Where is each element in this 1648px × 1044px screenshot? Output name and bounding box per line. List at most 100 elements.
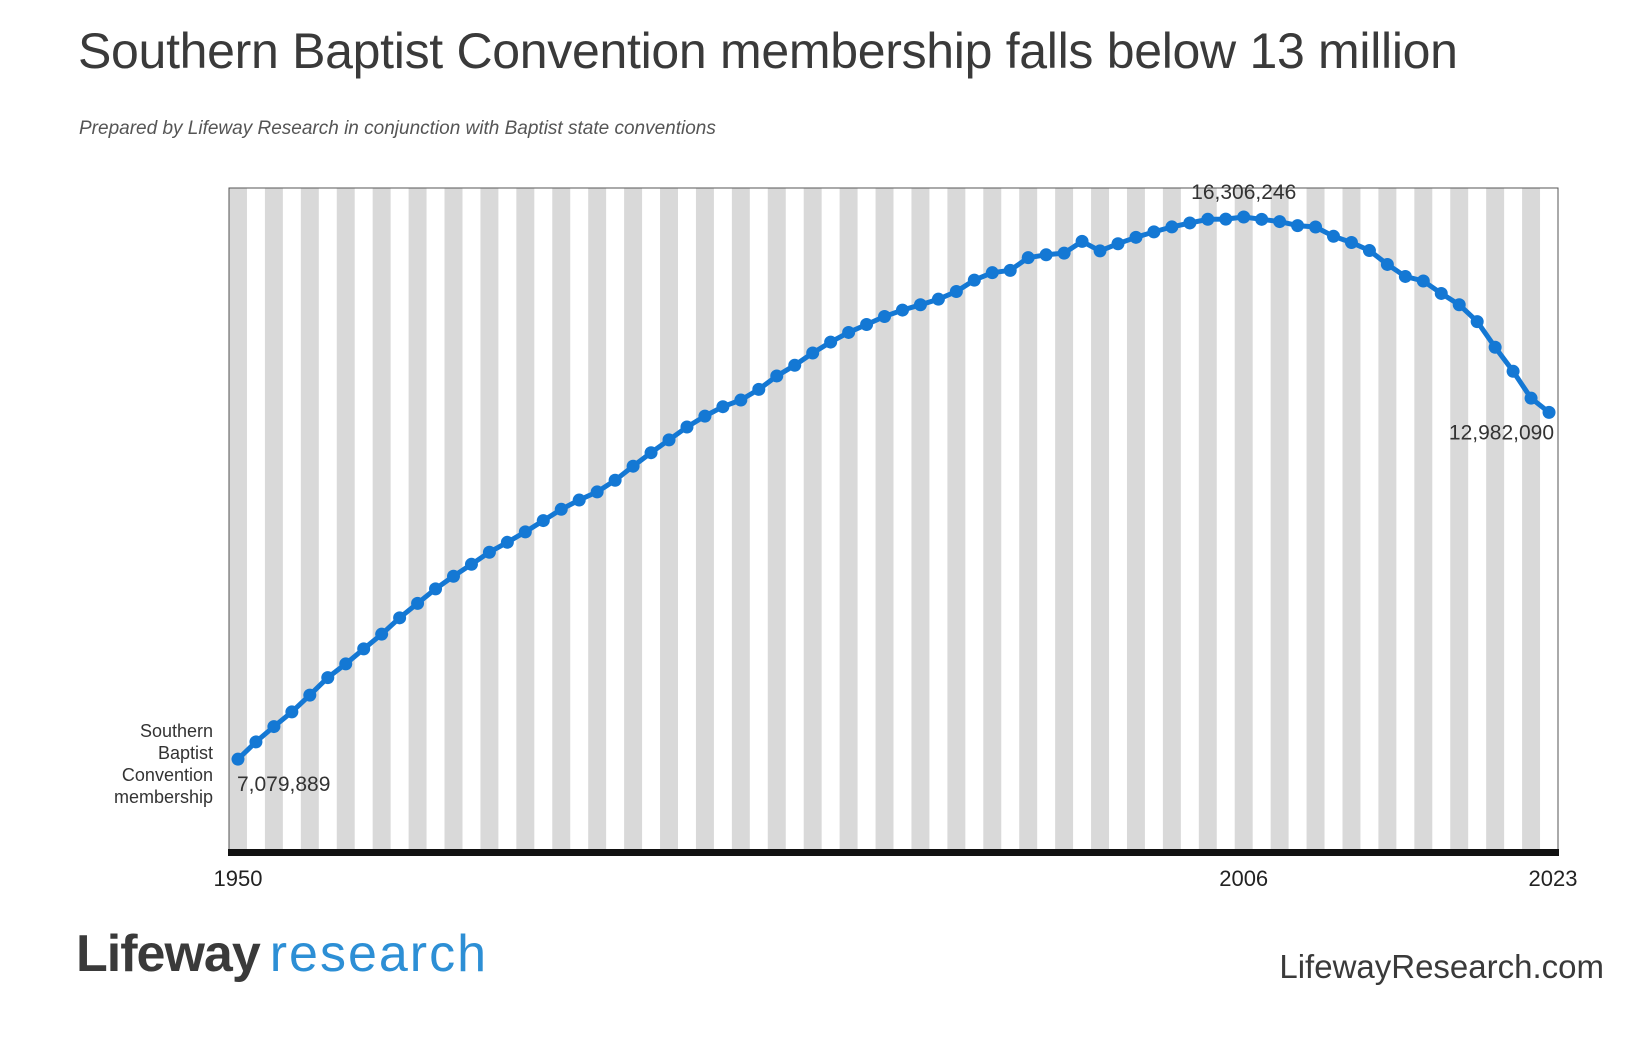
logo-word-lifeway: Lifeway [76,925,261,983]
grid-stripe [1270,188,1289,852]
data-point [644,446,658,460]
data-point [1021,251,1035,265]
data-point [626,459,640,473]
series-label-line: Southern [140,721,213,741]
data-point [572,493,586,507]
data-point [842,325,856,339]
data-point [770,369,784,383]
data-point [1129,230,1143,244]
data-point [752,382,766,396]
data-point [321,671,335,685]
lifeway-research-logo: Lifeway research [76,928,488,980]
data-point [1255,212,1269,226]
data-point [716,400,730,414]
data-point [285,705,299,719]
x-tick-label: 2023 [1529,866,1578,891]
data-point [1111,237,1125,251]
data-point [482,545,496,559]
data-point [1434,286,1448,300]
grid-stripe [300,188,319,852]
grid-stripe [480,188,499,852]
grid-stripe [767,188,786,852]
data-point [1201,212,1215,226]
grid-stripe [588,188,607,852]
data-point [1452,298,1466,312]
data-point [1273,215,1287,229]
logo-word-research: research [269,925,489,983]
data-point [788,358,802,372]
grid-stripe [1234,188,1253,852]
grid-stripe [624,188,643,852]
grid-stripe [839,188,858,852]
data-point [1291,219,1305,233]
grid-stripe [516,188,535,852]
grid-stripe [552,188,571,852]
data-point [860,317,874,331]
grid-stripe [660,188,678,852]
grid-stripe [875,188,894,852]
data-label: 16,306,246 [1191,181,1296,204]
data-point [806,346,820,360]
grid-stripe [1450,188,1469,852]
data-point [500,535,514,549]
data-point [1183,216,1197,230]
x-tick-label: 1950 [214,866,263,891]
data-point [949,285,963,299]
grid-stripe [947,188,966,852]
data-point [1542,405,1556,419]
website-link[interactable]: LifewayResearch.com [1279,948,1604,985]
data-point [1416,274,1430,288]
data-point [231,752,245,766]
grid-stripe [1306,188,1325,852]
grid-stripe [1055,188,1074,852]
grid-stripe [444,188,463,852]
chart-subtitle: Prepared by Lifeway Research in conjunct… [79,118,716,139]
data-point [249,735,263,749]
data-point [1327,229,1341,243]
grid-stripe [408,188,427,852]
grid-stripe [336,188,355,852]
data-point [878,309,892,323]
grid-stripe [229,188,247,852]
data-point [375,627,389,641]
grid-stripe [1126,188,1145,852]
data-point [1470,315,1484,329]
series-label-line: Baptist [158,743,213,763]
grid-stripe [1198,188,1217,852]
data-point [1506,364,1520,378]
data-point [1524,391,1538,405]
data-point [1039,248,1053,262]
data-point [680,420,694,434]
data-point [1344,236,1358,250]
data-point [1093,244,1107,258]
data-point [967,273,981,287]
data-point [446,569,460,583]
data-point [913,298,927,312]
grid-stripe [731,188,750,852]
data-point [1488,340,1502,354]
data-point [824,335,838,349]
data-point [411,596,425,610]
data-point [1003,263,1017,277]
grid-stripe [983,188,1002,852]
x-tick-label: 2006 [1219,866,1268,891]
data-point [985,266,999,280]
data-point [698,409,712,423]
grid-stripe [695,188,714,852]
data-point [536,514,550,528]
data-point [1380,257,1394,271]
data-point [464,557,478,571]
data-label: 12,982,090 [1449,421,1554,444]
grid-stripe [1019,188,1038,852]
grid-stripe [264,188,283,852]
data-label: 7,079,889 [237,773,330,796]
data-point [518,525,532,539]
data-point [608,473,622,487]
data-point [339,657,353,671]
grid-stripe [372,188,391,852]
data-point [429,582,443,596]
data-point [554,502,568,516]
data-point [1165,220,1179,234]
x-axis-baseline [228,849,1559,856]
